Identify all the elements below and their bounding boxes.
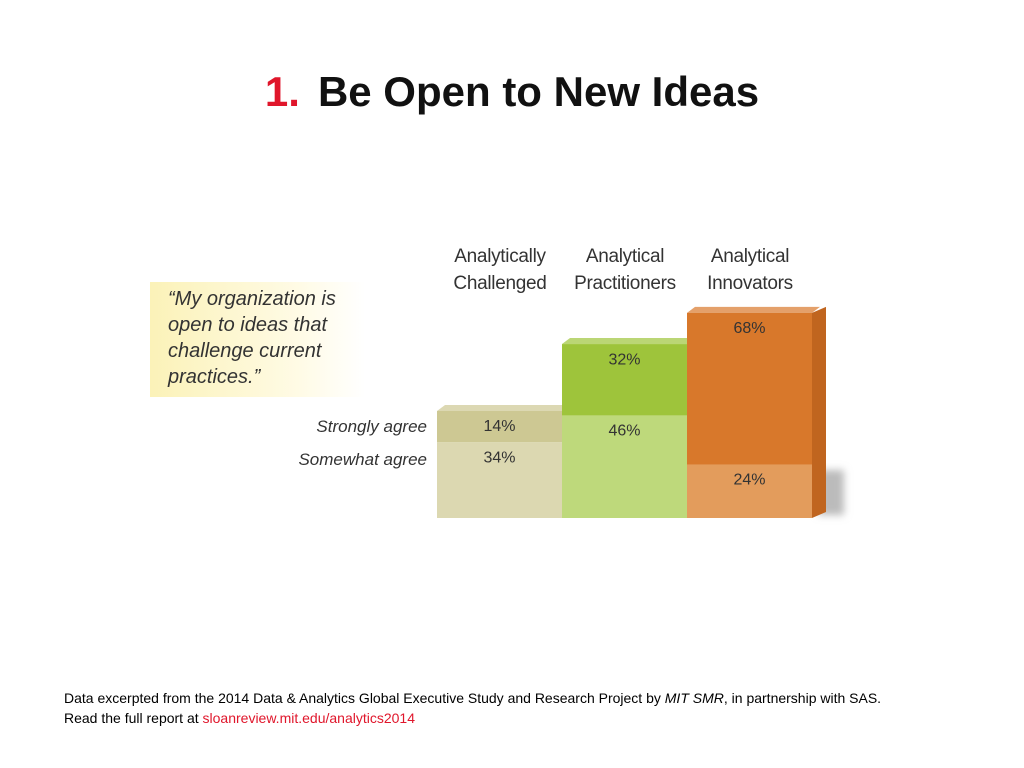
value-label: 14%: [483, 418, 515, 435]
bar-segment: [437, 410, 562, 443]
value-label: 34%: [483, 449, 515, 466]
quote: “My organization is open to ideas that c…: [150, 282, 365, 397]
bar-segment: [562, 415, 687, 518]
legend-label: Strongly agree: [316, 416, 427, 436]
value-label: 32%: [608, 351, 640, 368]
footer-text: , in partnership with SAS.: [723, 690, 882, 706]
title-text: Be Open to New Ideas: [317, 68, 760, 115]
bar-top: [687, 306, 820, 313]
bar-top: [437, 404, 570, 411]
slide-title: 1. Be Open to New Ideas: [0, 68, 1024, 116]
footer-text: Read the full report at: [64, 710, 203, 726]
footer-link[interactable]: sloanreview.mit.edu/analytics2014: [202, 710, 415, 726]
bar-side: [812, 306, 826, 518]
footer: Data excerpted from the 2014 Data & Anal…: [64, 688, 881, 728]
value-label: 24%: [733, 472, 765, 489]
category-label: Analytical Practitioners: [574, 246, 676, 294]
value-label: 46%: [608, 423, 640, 440]
category-label: Analytically Challenged: [453, 246, 547, 294]
footer-source: MIT SMR: [664, 690, 724, 706]
bar-segment: [437, 442, 562, 518]
value-label: 68%: [733, 320, 765, 337]
bar-segment: [687, 464, 812, 518]
footer-text: Data excerpted from the 2014 Data & Anal…: [64, 690, 665, 706]
bar-segment: [687, 312, 812, 465]
bar-segment: [562, 344, 687, 416]
legend-label: Somewhat agree: [298, 450, 427, 470]
title-number: 1.: [264, 68, 300, 115]
category-label: Analytical Innovators: [707, 246, 793, 294]
bar-top: [562, 338, 695, 345]
